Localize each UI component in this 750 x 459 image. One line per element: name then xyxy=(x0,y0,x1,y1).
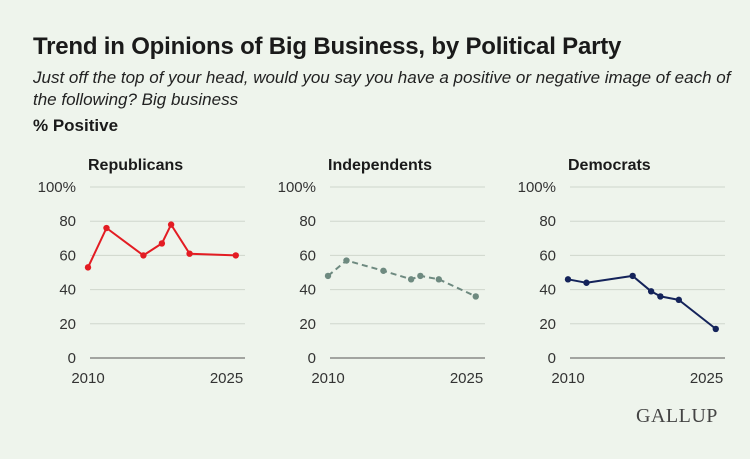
independents-data-point xyxy=(343,257,350,264)
democrats-data-point xyxy=(657,293,664,300)
independents-data-point xyxy=(417,272,424,280)
panel-title-democrats: Democrats xyxy=(568,157,651,174)
panel-title-independents: Independents xyxy=(328,157,432,174)
independents-data-point xyxy=(407,276,415,283)
democrats-y-tick-label: 40 xyxy=(539,282,556,299)
republicans-x-tick-label: 2010 xyxy=(71,370,104,387)
democrats-y-tick-label: 0 xyxy=(548,350,556,367)
independents-data-point xyxy=(472,293,479,300)
independents-y-tick-label: 60 xyxy=(299,247,316,264)
democrats-x-tick-label: 2025 xyxy=(690,370,723,387)
democrats-data-point xyxy=(564,276,572,283)
republicans-y-tick-label: 100% xyxy=(38,179,76,196)
democrats-y-tick-label: 60 xyxy=(539,247,556,264)
independents-y-tick-label: 40 xyxy=(299,282,316,299)
republicans-data-point xyxy=(232,252,239,259)
chart-title: Trend in Opinions of Big Business, by Po… xyxy=(33,33,622,60)
democrats-data-point xyxy=(583,279,590,286)
independents-y-tick-label: 100% xyxy=(278,179,316,196)
independents-series-line xyxy=(327,259,477,298)
independents-data-point xyxy=(380,267,387,274)
republicans-data-point xyxy=(158,240,166,247)
democrats-data-point xyxy=(675,296,683,304)
republicans-y-tick-label: 60 xyxy=(59,247,76,264)
republicans-data-point xyxy=(140,252,147,259)
independents-data-point xyxy=(435,276,443,283)
unit-label: % Positive xyxy=(33,116,119,135)
republicans-y-tick-label: 20 xyxy=(59,316,76,333)
republicans-y-tick-label: 0 xyxy=(68,350,76,367)
democrats-x-tick-label: 2010 xyxy=(551,370,584,387)
republicans-data-point xyxy=(167,221,175,228)
chart-subtitle: Just off the top of your head, would you… xyxy=(33,68,731,109)
independents-y-tick-label: 20 xyxy=(299,316,316,333)
democrats-data-point xyxy=(712,325,719,333)
republicans-x-tick-label: 2025 xyxy=(210,370,243,387)
democrats-data-point xyxy=(629,272,636,280)
gallup-logo: GALLUP xyxy=(636,405,718,427)
democrats-data-point xyxy=(647,288,655,295)
republicans-y-tick-label: 40 xyxy=(59,282,76,299)
democrats-series-line xyxy=(567,274,717,330)
independents-data-point xyxy=(324,272,332,280)
independents-x-tick-label: 2010 xyxy=(311,370,344,387)
independents-y-tick-label: 0 xyxy=(308,350,316,367)
republicans-data-point xyxy=(103,224,110,232)
democrats-y-tick-label: 20 xyxy=(539,316,556,333)
panel-title-republicans: Republicans xyxy=(88,157,183,174)
independents-x-tick-label: 2025 xyxy=(450,370,483,387)
democrats-y-tick-label: 100% xyxy=(518,179,556,196)
democrats-y-tick-label: 80 xyxy=(539,213,556,230)
republicans-data-point xyxy=(84,264,92,271)
republicans-data-point xyxy=(186,250,193,257)
independents-y-tick-label: 80 xyxy=(299,213,316,230)
republicans-y-tick-label: 80 xyxy=(59,213,76,230)
